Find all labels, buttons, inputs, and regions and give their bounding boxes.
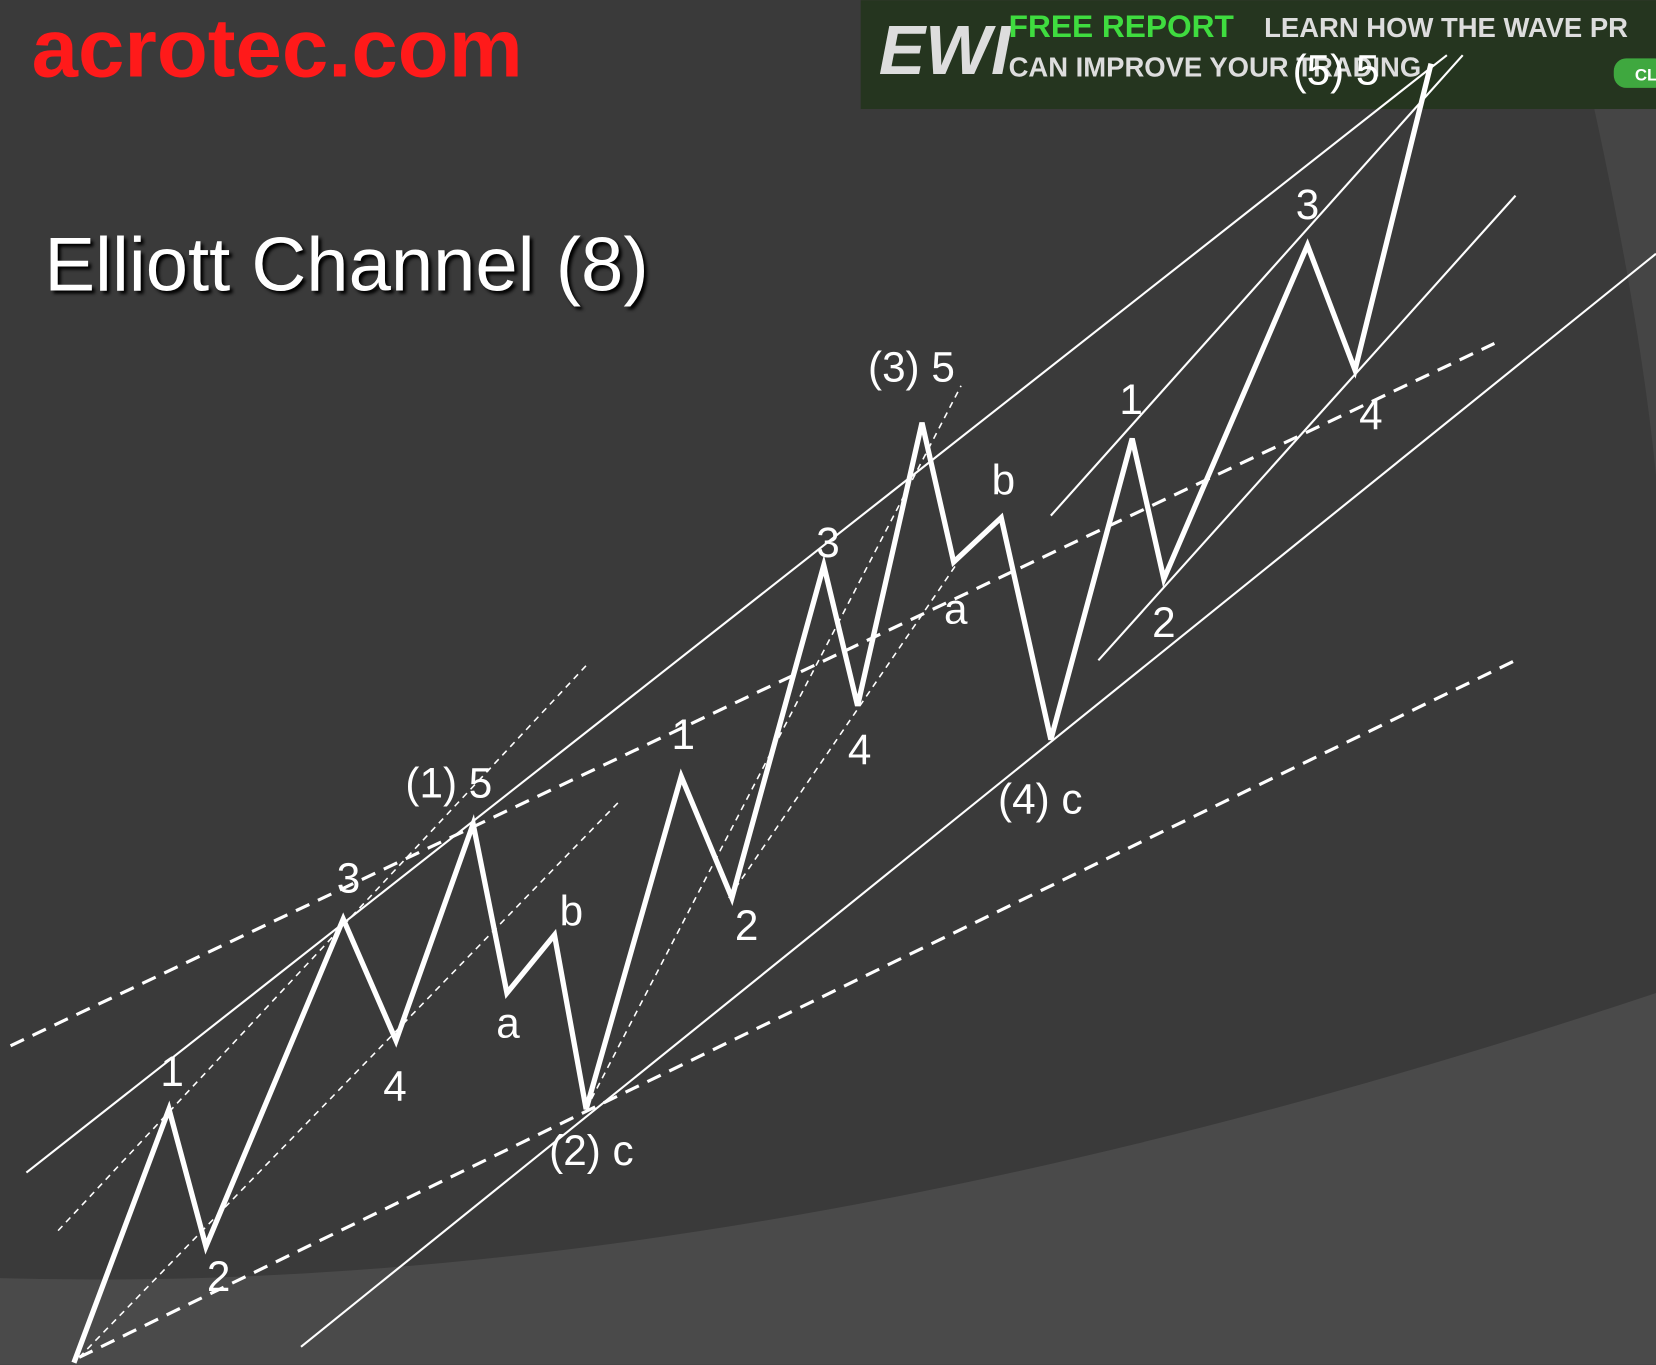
- wave-label: 4: [1359, 391, 1383, 438]
- upper-channel: [25, 54, 1448, 1174]
- wave-label: 1: [160, 1048, 184, 1095]
- wave-label: 1: [1119, 376, 1143, 423]
- wave-label: a: [944, 585, 968, 632]
- ad-text: CAN IMPROVE YOUR TRADING: [1009, 51, 1422, 82]
- wave-label: (4) c: [998, 775, 1082, 822]
- bg-arc: [0, 993, 1656, 1365]
- wave-label: (1) 5: [405, 760, 492, 807]
- wave-label: 2: [207, 1253, 231, 1300]
- ad-text: LEARN HOW THE WAVE PR: [1264, 12, 1628, 43]
- ad-background: [860, 0, 1656, 110]
- wave-label: (2) c: [549, 1127, 633, 1174]
- wave-label: 4: [383, 1063, 407, 1110]
- wave-path: [71, 62, 1434, 1364]
- ad-logo: EWI: [879, 11, 1012, 89]
- wave-label: b: [992, 457, 1016, 504]
- dotted-channel: [57, 665, 587, 1232]
- wave-label: 2: [1152, 599, 1176, 646]
- lower-channel: [300, 252, 1656, 1348]
- wave-label: 4: [848, 726, 872, 773]
- dashed-channel: [9, 342, 1496, 1048]
- dotted-channel: [78, 802, 619, 1358]
- wave-label: 3: [337, 855, 361, 902]
- wave-label: 2: [735, 902, 759, 949]
- wave-label: b: [560, 887, 584, 934]
- wave-label: a: [496, 999, 520, 1046]
- wave-label: (3) 5: [868, 344, 955, 391]
- site-logo: acrotec.com: [32, 2, 523, 94]
- inner-channel: [1097, 194, 1517, 662]
- dotted-channel: [728, 564, 957, 899]
- channel-lines: [9, 54, 1656, 1359]
- wave-label: 3: [1296, 181, 1320, 228]
- bg-arc: [1584, 0, 1656, 740]
- ad-highlight: FREE REPORT: [1009, 8, 1234, 44]
- slide-title: Elliott Channel (8): [44, 223, 648, 308]
- ad-button[interactable]: [1613, 58, 1656, 88]
- wave-labels: 1 2 3 4 (1) 5 a b (2) c 1 2 3 4 (3) 5 a b (4) c 1 2 3 4 (5) …: [160, 47, 1382, 1300]
- wave-label: 1: [672, 711, 696, 758]
- ad-button-label: CL: [1635, 66, 1656, 85]
- wave-label: (5) 5: [1293, 47, 1380, 94]
- wave-label: 3: [816, 519, 840, 566]
- ad-banner[interactable]: EWI FREE REPORT LEARN HOW THE WAVE PR CA…: [860, 0, 1656, 110]
- inner-channel: [1050, 54, 1464, 517]
